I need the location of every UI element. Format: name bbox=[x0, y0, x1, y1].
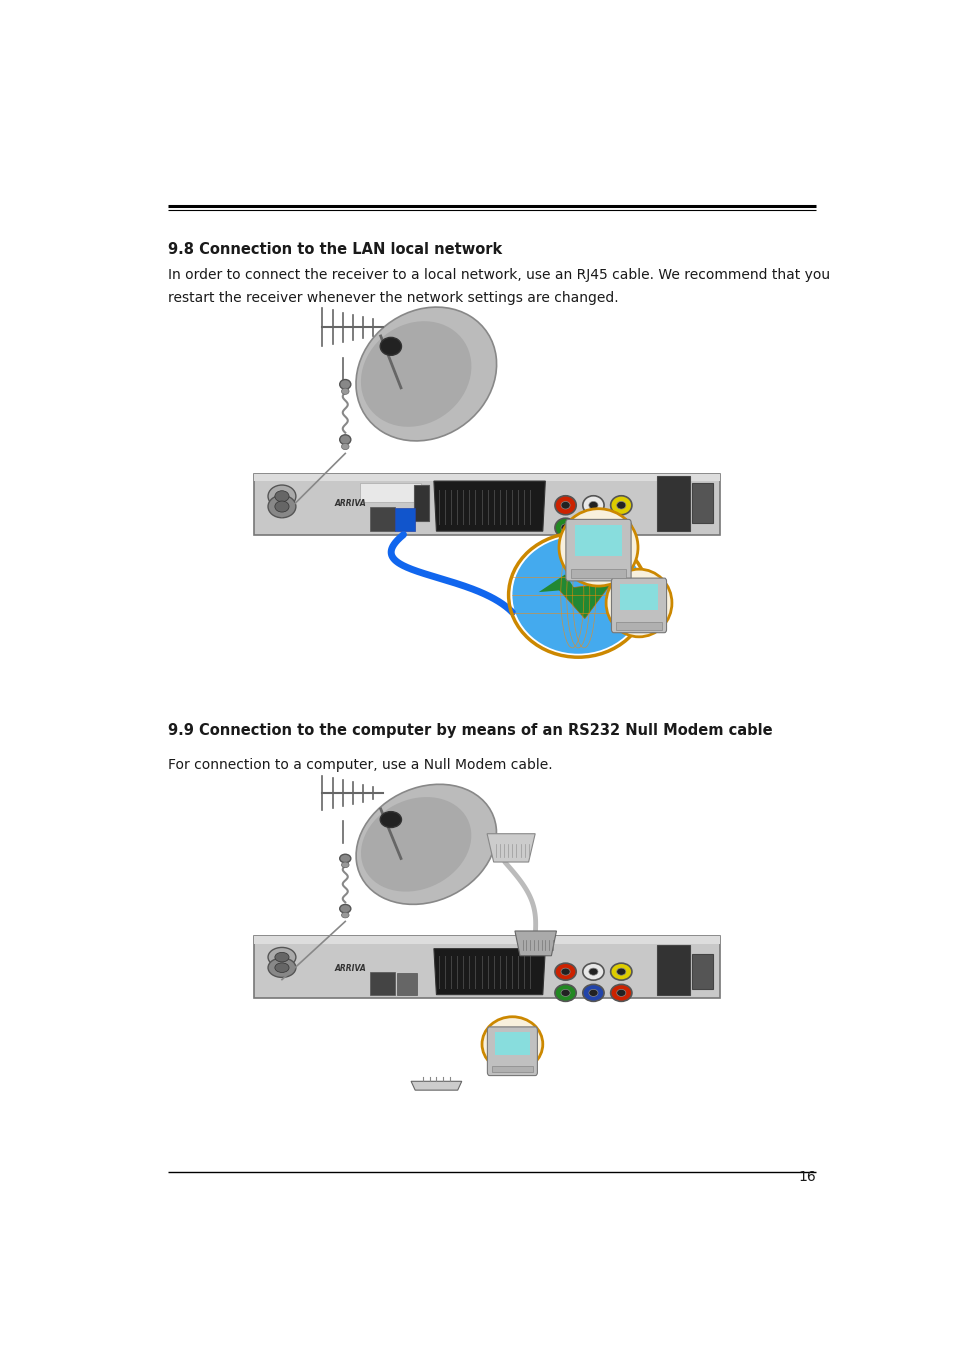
Bar bbox=[495, 1032, 529, 1055]
Text: 9.9 Connection to the computer by means of an RS232 Null Modem cable: 9.9 Connection to the computer by means … bbox=[168, 723, 772, 738]
Bar bbox=[253, 474, 720, 481]
Ellipse shape bbox=[610, 519, 631, 538]
Bar bbox=[369, 507, 395, 531]
Text: In order to connect the receiver to a local network, use an RJ45 cable. We recom: In order to connect the receiver to a lo… bbox=[168, 269, 829, 282]
FancyBboxPatch shape bbox=[487, 1027, 537, 1075]
Ellipse shape bbox=[360, 797, 471, 892]
Ellipse shape bbox=[360, 322, 471, 427]
Ellipse shape bbox=[355, 785, 496, 904]
Ellipse shape bbox=[339, 435, 351, 444]
Ellipse shape bbox=[268, 947, 295, 967]
Ellipse shape bbox=[339, 380, 351, 389]
Ellipse shape bbox=[555, 963, 576, 979]
Bar bbox=[616, 623, 661, 630]
Ellipse shape bbox=[582, 963, 603, 979]
Ellipse shape bbox=[616, 969, 625, 975]
Ellipse shape bbox=[616, 989, 625, 997]
Bar bbox=[692, 482, 713, 523]
Text: For connection to a computer, use a Null Modem cable.: For connection to a computer, use a Null… bbox=[168, 758, 552, 773]
Ellipse shape bbox=[512, 536, 643, 654]
Polygon shape bbox=[434, 948, 545, 994]
Ellipse shape bbox=[268, 958, 295, 977]
Ellipse shape bbox=[616, 524, 625, 531]
Ellipse shape bbox=[588, 989, 598, 997]
Ellipse shape bbox=[588, 969, 598, 975]
Ellipse shape bbox=[339, 904, 351, 913]
Text: 16: 16 bbox=[798, 1170, 816, 1183]
Bar bbox=[571, 570, 625, 578]
Ellipse shape bbox=[555, 519, 576, 538]
Bar bbox=[656, 476, 689, 531]
Ellipse shape bbox=[610, 496, 631, 515]
Ellipse shape bbox=[341, 912, 349, 917]
Ellipse shape bbox=[560, 989, 570, 997]
Ellipse shape bbox=[588, 501, 598, 509]
Polygon shape bbox=[454, 488, 487, 513]
Bar bbox=[369, 973, 395, 994]
Ellipse shape bbox=[560, 524, 570, 531]
Text: restart the receiver whenever the network settings are changed.: restart the receiver whenever the networ… bbox=[168, 290, 618, 305]
Polygon shape bbox=[411, 1081, 461, 1090]
FancyBboxPatch shape bbox=[253, 936, 720, 998]
FancyBboxPatch shape bbox=[565, 519, 631, 581]
Ellipse shape bbox=[582, 496, 603, 515]
Ellipse shape bbox=[558, 509, 638, 586]
Ellipse shape bbox=[268, 485, 295, 508]
Text: ARRIVA: ARRIVA bbox=[335, 499, 366, 508]
Ellipse shape bbox=[605, 569, 671, 636]
Polygon shape bbox=[515, 931, 556, 955]
Ellipse shape bbox=[274, 952, 289, 962]
Ellipse shape bbox=[380, 812, 401, 828]
Bar bbox=[396, 974, 416, 994]
FancyBboxPatch shape bbox=[253, 474, 720, 535]
Ellipse shape bbox=[582, 985, 603, 1001]
FancyBboxPatch shape bbox=[611, 578, 666, 632]
Ellipse shape bbox=[341, 443, 349, 450]
Ellipse shape bbox=[588, 524, 598, 531]
Ellipse shape bbox=[560, 501, 570, 509]
Ellipse shape bbox=[555, 985, 576, 1001]
Bar bbox=[619, 584, 658, 611]
Ellipse shape bbox=[341, 388, 349, 394]
Ellipse shape bbox=[560, 969, 570, 975]
Bar bbox=[692, 954, 713, 989]
Bar bbox=[395, 508, 415, 531]
Polygon shape bbox=[558, 584, 611, 619]
Ellipse shape bbox=[610, 963, 631, 979]
Text: ARRIVA: ARRIVA bbox=[335, 963, 366, 973]
Ellipse shape bbox=[274, 490, 289, 501]
Ellipse shape bbox=[274, 501, 289, 512]
Ellipse shape bbox=[610, 985, 631, 1001]
Ellipse shape bbox=[339, 854, 351, 863]
Ellipse shape bbox=[341, 862, 349, 867]
Ellipse shape bbox=[355, 307, 497, 440]
Polygon shape bbox=[538, 574, 575, 592]
Bar bbox=[656, 946, 689, 994]
Polygon shape bbox=[487, 834, 535, 862]
Ellipse shape bbox=[268, 496, 295, 517]
Bar bbox=[492, 1066, 533, 1073]
Ellipse shape bbox=[274, 963, 289, 973]
Bar bbox=[575, 526, 621, 555]
Ellipse shape bbox=[555, 496, 576, 515]
Bar bbox=[253, 936, 720, 944]
Ellipse shape bbox=[616, 501, 625, 509]
Ellipse shape bbox=[380, 338, 401, 355]
Text: 9.8 Connection to the LAN local network: 9.8 Connection to the LAN local network bbox=[168, 242, 502, 257]
Ellipse shape bbox=[481, 1017, 542, 1071]
Polygon shape bbox=[434, 481, 545, 531]
Bar bbox=[414, 485, 429, 520]
Bar bbox=[360, 482, 421, 501]
Ellipse shape bbox=[582, 519, 603, 538]
